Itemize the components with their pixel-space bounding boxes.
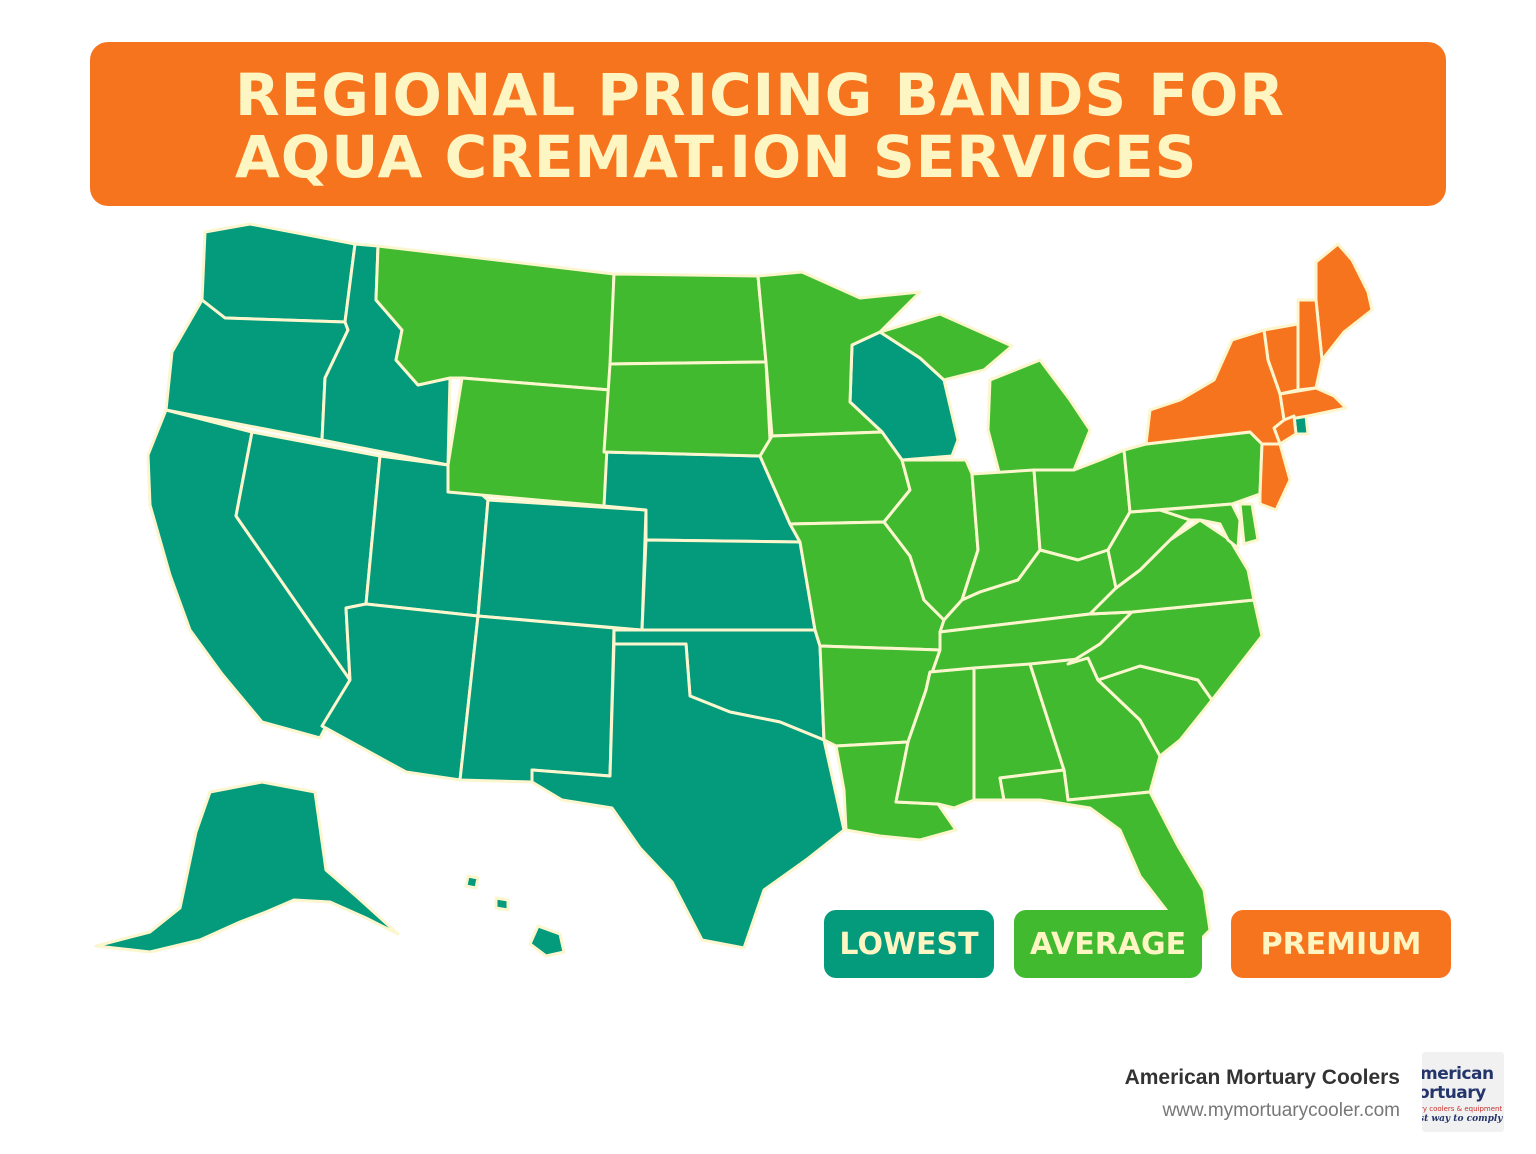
logo-line-3: ry coolers & equipment xyxy=(1422,1105,1503,1113)
state-new-york xyxy=(1144,328,1286,446)
legend-lowest: LOWEST xyxy=(824,910,994,978)
state-colorado xyxy=(476,498,648,632)
state-massachusetts xyxy=(1278,386,1348,422)
legend-premium: PREMIUM xyxy=(1231,910,1451,978)
state-delaware xyxy=(1238,502,1260,546)
logo-line-2: ortuary xyxy=(1422,1083,1486,1103)
state-south-dakota xyxy=(602,360,772,458)
title-line-2: AQUA CREMAT.ION SERVICES xyxy=(235,123,1198,191)
brand-url: www.mymortuarycooler.com xyxy=(1162,1100,1400,1121)
state-maine xyxy=(1314,242,1374,362)
state-new-jersey xyxy=(1258,442,1292,512)
state-maryland xyxy=(1158,502,1242,550)
brand-name: American Mortuary Coolers xyxy=(1124,1066,1400,1089)
state-alaska xyxy=(94,780,400,954)
state-washington xyxy=(200,222,357,324)
state-michigan xyxy=(878,312,1092,478)
state-north-dakota xyxy=(608,272,768,366)
title-line-1: REGIONAL PRICING BANDS FOR xyxy=(235,61,1285,129)
logo-line-4: st way to comply xyxy=(1422,1114,1503,1124)
state-minnesota xyxy=(756,270,922,438)
state-iowa xyxy=(758,430,912,526)
legend-average: AVERAGE xyxy=(1014,910,1202,978)
state-montana xyxy=(374,244,616,392)
state-north-carolina xyxy=(1066,598,1264,702)
state-texas xyxy=(530,642,846,950)
brand-logo: merican ortuary ry coolers & equipment s… xyxy=(1422,1052,1504,1132)
state-new-hampshire xyxy=(1296,298,1324,392)
logo-line-1: merican xyxy=(1422,1064,1494,1084)
state-wyoming xyxy=(446,376,612,508)
state-new-mexico xyxy=(458,614,616,784)
state-kansas xyxy=(640,538,817,632)
state-hawaii xyxy=(464,874,566,958)
title-banner: REGIONAL PRICING BANDS FOR AQUA CREMAT.I… xyxy=(90,42,1446,206)
